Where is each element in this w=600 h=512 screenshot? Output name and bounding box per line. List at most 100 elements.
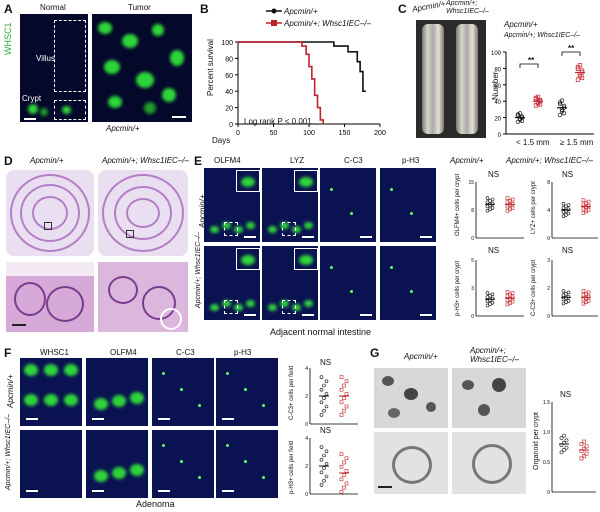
c-ytick-label: 80	[494, 67, 501, 73]
e-ytick-label: 0	[471, 236, 474, 242]
c-point	[515, 112, 521, 117]
e-ytick-label: 8	[547, 180, 550, 186]
f-point	[322, 453, 326, 458]
chart-c-counts: 0 20 40 60 80 100	[491, 51, 594, 139]
f-ytick-label: 4	[305, 436, 308, 442]
f-point	[322, 478, 326, 483]
e-point	[485, 291, 490, 295]
label-d-col2: Apcmin/+; Whsc1IEC–/–	[102, 156, 189, 165]
g-point	[564, 445, 569, 450]
f-row-2: Apcmin/+; Whsc1IEC–/–	[5, 413, 12, 490]
f-marker-1: WHSC1	[40, 348, 69, 357]
c-sig-bracket-1	[519, 63, 539, 68]
e-point	[581, 289, 586, 293]
c-point	[561, 111, 567, 116]
image-d-swiss-wt	[6, 170, 94, 256]
e-marker-1: OLFM4	[214, 156, 241, 165]
f-point	[319, 470, 324, 475]
chart-f-quant: 0 2 4 0 2 4	[305, 366, 358, 498]
g-point	[579, 456, 584, 461]
e-point	[586, 299, 591, 303]
f-point	[319, 457, 324, 462]
c-ytick-label: 40	[494, 100, 501, 106]
image-e-r2-c2	[262, 246, 318, 320]
c-ytick-label: 60	[494, 84, 501, 90]
g-ytick-label: 0.5	[543, 460, 550, 466]
image-g-ko-high	[452, 432, 526, 494]
f-ytick-label: 2	[305, 394, 308, 400]
chart-e-quant: 0 8 15 0 4 8 0 3 5 0 2 3	[468, 180, 598, 320]
b-series-ko	[238, 41, 324, 124]
f-point	[339, 400, 344, 405]
e-ytick-label: 0	[547, 236, 550, 242]
b-xtick-label: 0	[236, 130, 240, 136]
b-xtick-label: 150	[339, 130, 351, 136]
f-point	[344, 404, 349, 409]
g-ytick-label: 1.5	[543, 400, 550, 406]
image-g-wt-low	[374, 368, 448, 428]
image-f-r2-c1	[20, 430, 82, 498]
e-point	[586, 203, 591, 208]
ylabel-b: Percent survival	[206, 39, 215, 96]
panel-letter-a: A	[4, 2, 13, 16]
f-point	[322, 408, 326, 413]
g-ns: NS	[560, 390, 572, 399]
e-ytick-label: 8	[471, 208, 474, 214]
f-point	[324, 449, 329, 454]
g-point	[582, 439, 586, 444]
b-legend-ko-marker	[271, 20, 277, 26]
f-point	[342, 408, 346, 413]
label-a-genotype: Apcmin/+	[106, 124, 140, 133]
f-ns-1: NS	[320, 358, 332, 367]
f-point	[339, 387, 344, 392]
e-point	[510, 295, 515, 300]
c-point	[533, 95, 539, 101]
image-e-r1-c1	[204, 168, 260, 242]
f-point	[342, 460, 346, 465]
image-e-r1-c3	[320, 168, 376, 242]
f-point	[324, 462, 329, 466]
f-point	[324, 474, 329, 479]
label-d-col1: Apcmin/+	[30, 156, 64, 165]
e-point	[485, 196, 490, 200]
b-xtick-label: 100	[303, 130, 315, 136]
e-marker-4: p-H3	[402, 156, 420, 165]
e-ytick-label: 2	[547, 286, 550, 292]
image-f-r1-c4	[216, 358, 278, 426]
g-point	[584, 444, 589, 449]
e-row-2: Apcmin/+; Whsc1IEC–/–	[195, 231, 202, 308]
image-e-r2-c4	[380, 246, 436, 320]
e-point	[561, 289, 566, 293]
f-point	[339, 490, 344, 494]
b-legend-wt-marker	[271, 8, 277, 14]
e-point	[505, 196, 510, 200]
e-ytick-label: 0	[547, 314, 550, 320]
f-point	[322, 396, 326, 400]
e-point	[566, 299, 571, 303]
panel-letter-g: G	[370, 346, 380, 360]
b-ytick-label: 80	[225, 56, 233, 63]
e-point	[505, 289, 510, 294]
c-point	[575, 64, 581, 70]
label-crypt: Crypt	[22, 94, 42, 103]
e-point	[586, 199, 591, 204]
e-caption: Adjacent normal intestine	[270, 327, 372, 337]
f-marker-3: C-C3	[176, 348, 195, 357]
f-point	[319, 413, 324, 417]
panel-letter-f: F	[4, 346, 12, 360]
image-g-ko-low	[452, 368, 526, 428]
c-point	[557, 112, 563, 118]
g-ytick-label: 1.0	[543, 430, 550, 436]
e-ns-2: NS	[562, 170, 574, 179]
b-ytick-label: 100	[221, 40, 233, 47]
f-point	[322, 466, 326, 470]
image-f-r1-c3	[152, 358, 214, 426]
panel-letter-b: B	[200, 2, 209, 16]
e-point	[510, 299, 515, 304]
f-point	[344, 469, 349, 473]
image-d-swiss-ko	[98, 170, 188, 256]
b-ytick-label: 40	[225, 89, 233, 96]
xcat-c-1: < 1.5 mm	[516, 138, 550, 147]
c-ytick-label: 0	[498, 133, 502, 139]
f-point	[319, 400, 324, 405]
